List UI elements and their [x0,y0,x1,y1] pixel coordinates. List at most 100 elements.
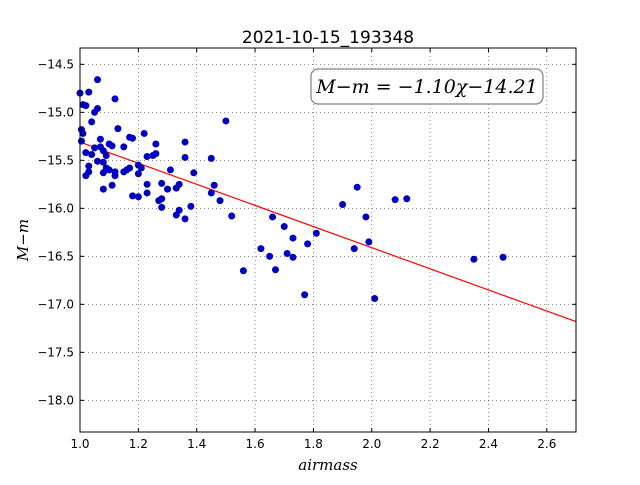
data-point [140,129,148,137]
data-point [228,212,236,220]
data-point [339,200,347,208]
data-point [77,137,85,145]
data-point [266,252,274,260]
data-point [82,172,90,180]
data-point [114,125,122,133]
data-point [129,134,137,142]
x-tick-label: 2.2 [421,437,440,451]
data-point [350,245,358,253]
data-point [79,129,87,137]
data-point [85,88,93,96]
x-tick-label: 1.2 [129,437,148,451]
data-point [85,162,93,170]
data-point [143,152,151,160]
data-point [164,185,172,193]
x-tick-label: 1.8 [304,437,323,451]
y-axis-label: M−m [14,219,32,262]
fit-line [79,141,577,323]
data-point [289,253,297,261]
data-point [391,196,399,204]
data-point [137,164,145,172]
data-point [172,211,180,219]
annotation-text: M−m = −1.10χ−14.21 [315,76,537,98]
data-point [134,170,142,178]
data-point [207,154,215,162]
data-point [108,181,116,189]
y-tick-label: −14.5 [37,57,74,71]
data-point [312,229,320,237]
x-tick-label: 1.4 [187,437,206,451]
data-point [111,95,119,103]
x-axis-label: airmass [298,456,358,474]
data-point [181,138,189,146]
y-tick-label: −16.0 [37,201,74,215]
y-tick-label: −17.0 [37,297,74,311]
data-point [99,158,107,166]
data-point [94,76,102,84]
data-point [353,183,361,191]
data-point [143,189,151,197]
fit-line-group [79,141,577,323]
data-point [108,142,116,150]
y-tick-label: −18.0 [37,393,74,407]
y-tick-label: −17.5 [37,345,74,359]
equation-annotation: M−m = −1.10χ−14.21 [310,68,544,105]
data-point [91,144,99,152]
data-point [111,172,119,180]
data-point [158,195,166,203]
data-point [210,181,218,189]
data-point [187,202,195,210]
data-point [257,245,265,253]
plot-area-frame [79,47,577,433]
data-point [143,180,151,188]
data-point [94,104,102,112]
data-point [129,192,137,200]
data-point [158,203,166,211]
data-point [403,195,411,203]
data-point [102,152,110,160]
y-tick-label: −15.5 [37,153,74,167]
data-point [94,157,102,165]
data-point [289,234,297,242]
data-point [158,179,166,187]
data-point [304,240,312,248]
data-point [181,153,189,161]
data-point [301,291,309,299]
data-point [271,266,279,274]
y-ticks: −14.5 −15.0 −15.5 −16.0 −16.5 −17.0 −17.5 −18.0 [37,57,576,407]
data-point [175,180,183,188]
data-point [166,166,174,174]
data-point [149,152,157,160]
x-tick-label: 2.0 [362,437,381,451]
data-point [222,117,230,125]
data-point [190,169,198,177]
data-point [239,267,247,275]
data-point [99,185,107,193]
data-point [371,295,379,303]
data-point [216,197,224,205]
data-point [280,223,288,231]
data-point [362,213,370,221]
data-point [499,253,507,261]
data-point [120,143,128,151]
data-point [181,215,189,223]
data-point [88,151,96,159]
data-point [152,140,160,148]
data-point [99,169,107,177]
annotation-box [310,68,544,105]
points-group [76,76,507,303]
data-point [82,149,90,157]
data-point [470,255,478,263]
data-point [88,118,96,126]
y-tick-label: −16.5 [37,249,74,263]
x-tick-label: 1.0 [70,437,89,451]
data-point [120,168,128,176]
data-point [105,166,113,174]
y-tick-label: −15.0 [37,105,74,119]
x-tick-label: 2.6 [537,437,556,451]
data-point [96,135,104,143]
data-point [269,213,277,221]
x-ticks: 1.0 1.2 1.4 1.6 1.8 2.0 2.2 2.4 2.6 [70,48,556,451]
data-point [283,249,291,257]
grid [80,48,576,432]
